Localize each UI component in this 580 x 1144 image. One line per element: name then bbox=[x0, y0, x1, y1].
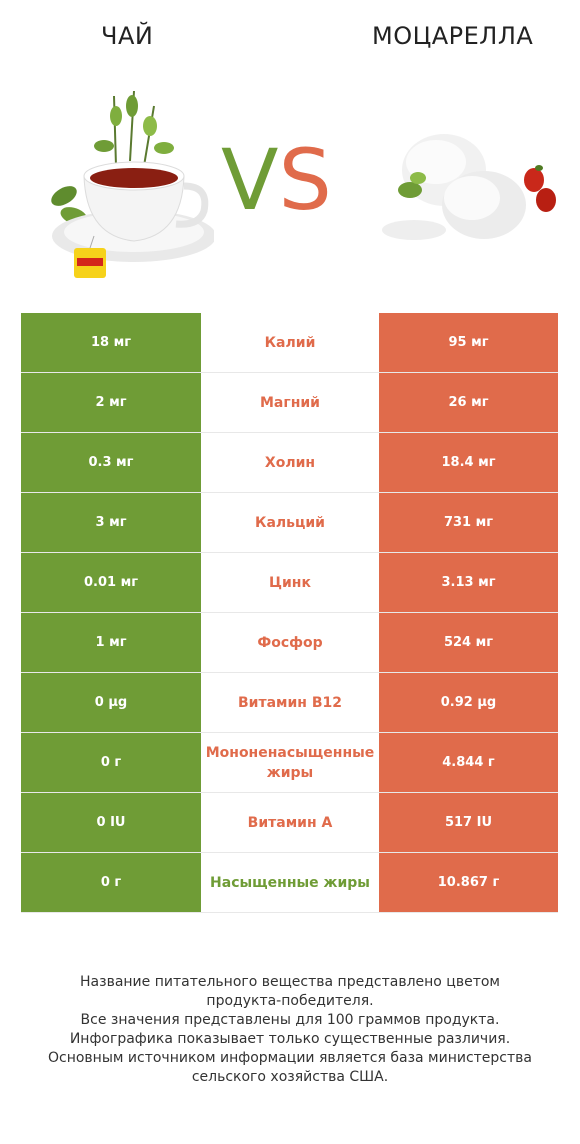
tea-value-cell: 0 г bbox=[21, 853, 201, 912]
table-row: 2 мг Магний 26 мг bbox=[21, 373, 558, 433]
tea-cup-image bbox=[51, 90, 214, 278]
footer-line: Название питательного вещества представл… bbox=[80, 974, 500, 990]
nutrient-name-cell: Кальций bbox=[201, 493, 379, 552]
tea-value-cell: 0.01 мг bbox=[21, 553, 201, 612]
mozzarella-value-cell: 0.92 µg bbox=[379, 673, 558, 732]
vs-s-letter: S bbox=[278, 131, 332, 229]
footer-line: Основным источником информации является … bbox=[48, 1050, 532, 1066]
mozzarella-value-cell: 10.867 г bbox=[379, 853, 558, 912]
table-row: 0.01 мг Цинк 3.13 мг bbox=[21, 553, 558, 613]
mozzarella-value-cell: 4.844 г bbox=[379, 733, 558, 792]
mozzarella-value-cell: 3.13 мг bbox=[379, 553, 558, 612]
tea-value-cell: 18 мг bbox=[21, 313, 201, 372]
row-divider bbox=[21, 852, 558, 853]
table-row: 0.3 мг Холин 18.4 мг bbox=[21, 433, 558, 493]
row-divider bbox=[21, 372, 558, 373]
footer-line: продукта-победителя. bbox=[206, 993, 374, 1009]
left-product-title: ЧАЙ bbox=[101, 22, 154, 50]
table-row: 3 мг Кальций 731 мг bbox=[21, 493, 558, 553]
mozzarella-value-cell: 95 мг bbox=[379, 313, 558, 372]
vs-v-letter: V bbox=[221, 131, 279, 229]
footer-line: сельского хозяйства США. bbox=[191, 1069, 389, 1085]
tea-value-cell: 0 IU bbox=[21, 793, 201, 852]
table-row: 0 µg Витамин B12 0.92 µg bbox=[21, 673, 558, 733]
row-divider bbox=[21, 672, 558, 673]
row-divider bbox=[21, 612, 558, 613]
footer-line: Инфографика показывает только существенн… bbox=[69, 1031, 511, 1047]
row-divider bbox=[21, 492, 558, 493]
mozzarella-value-cell: 517 IU bbox=[379, 793, 558, 852]
tea-value-cell: 1 мг bbox=[21, 613, 201, 672]
tea-value-cell: 0 µg bbox=[21, 673, 201, 732]
tea-value-cell: 0.3 мг bbox=[21, 433, 201, 492]
table-row: 0 г Насыщенные жиры 10.867 г bbox=[21, 853, 558, 913]
mozzarella-value-cell: 18.4 мг bbox=[379, 433, 558, 492]
nutrient-name-cell: Магний bbox=[201, 373, 379, 432]
row-divider bbox=[21, 732, 558, 733]
footer-note: Название питательного вещества представл… bbox=[10, 973, 570, 1087]
comparison-table: 18 мг Калий 95 мг 2 мг Магний 26 мг 0.3 мг Холи… bbox=[21, 313, 558, 913]
row-divider bbox=[21, 552, 558, 553]
row-divider bbox=[21, 432, 558, 433]
nutrient-name-cell: Калий bbox=[201, 313, 379, 372]
table-row: 1 мг Фосфор 524 мг bbox=[21, 613, 558, 673]
nutrient-name-cell: Насыщенные жиры bbox=[201, 853, 379, 912]
row-divider bbox=[21, 792, 558, 793]
mozzarella-image bbox=[382, 134, 556, 240]
nutrient-name-cell: Холин bbox=[201, 433, 379, 492]
tea-value-cell: 0 г bbox=[21, 733, 201, 792]
nutrient-name-cell: Цинк bbox=[201, 553, 379, 612]
table-row: 0 IU Витамин A 517 IU bbox=[21, 793, 558, 853]
tea-value-cell: 3 мг bbox=[21, 493, 201, 552]
nutrient-name-cell: Витамин B12 bbox=[201, 673, 379, 732]
nutrient-name-cell: Фосфор bbox=[201, 613, 379, 672]
nutrient-name-cell: Мононенасыщенные жиры bbox=[201, 733, 379, 792]
nutrient-name-cell: Витамин A bbox=[201, 793, 379, 852]
mozzarella-value-cell: 26 мг bbox=[379, 373, 558, 432]
footer-line: Все значения представлены для 100 граммо… bbox=[80, 1012, 500, 1028]
tea-value-cell: 2 мг bbox=[21, 373, 201, 432]
table-row: 0 г Мононенасыщенные жиры 4.844 г bbox=[21, 733, 558, 793]
mozzarella-value-cell: 524 мг bbox=[379, 613, 558, 672]
row-divider bbox=[21, 912, 558, 913]
mozzarella-value-cell: 731 мг bbox=[379, 493, 558, 552]
table-row: 18 мг Калий 95 мг bbox=[21, 313, 558, 373]
vs-label: VS bbox=[221, 138, 332, 222]
right-product-title: МОЦАРЕЛЛА bbox=[372, 22, 534, 50]
